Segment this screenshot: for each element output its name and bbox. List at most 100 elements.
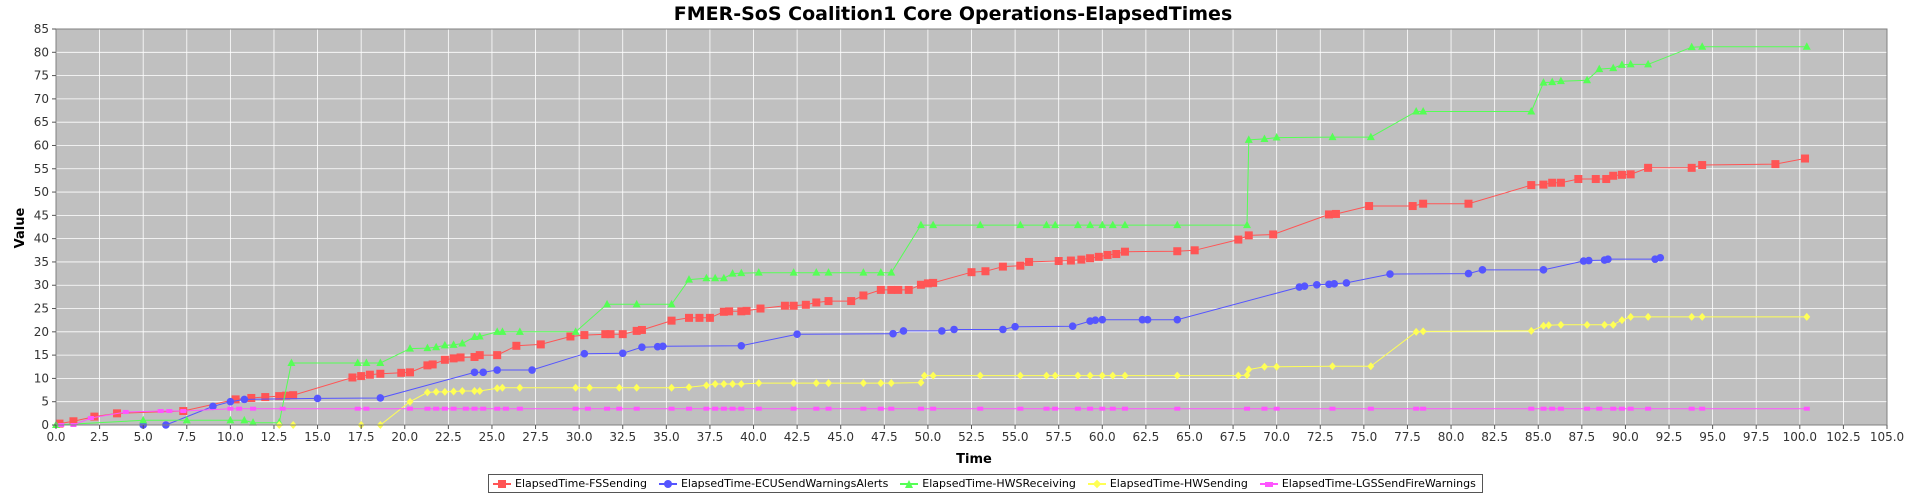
data-point: [1627, 406, 1634, 411]
data-point: [450, 387, 458, 396]
data-point: [1173, 371, 1181, 380]
data-point: [1644, 59, 1653, 68]
data-point: [702, 273, 711, 282]
data-point: [1548, 178, 1557, 187]
data-point: [737, 342, 746, 350]
data-point: [618, 349, 627, 358]
data-point: [1331, 209, 1340, 218]
x-tick-label: 95.0: [1699, 430, 1726, 444]
y-tick-label: 45: [34, 208, 49, 222]
data-point: [1365, 202, 1374, 211]
data-point: [279, 406, 286, 411]
data-point: [754, 268, 763, 276]
x-tick-label: 57.5: [1045, 430, 1072, 444]
data-point: [789, 268, 798, 276]
data-point: [825, 379, 833, 388]
x-tick-label: 25.0: [479, 430, 506, 444]
data-point: [1602, 175, 1611, 184]
x-tick-label: 35.0: [653, 430, 680, 444]
data-point: [705, 313, 714, 322]
data-point: [470, 368, 479, 377]
data-point: [247, 393, 256, 402]
data-point: [236, 406, 243, 411]
x-tick-label: 27.5: [522, 430, 549, 444]
data-point: [702, 381, 710, 390]
data-point: [711, 273, 720, 282]
x-tick-label: 10.0: [217, 430, 244, 444]
x-tick-label: 22.5: [435, 430, 462, 444]
data-point: [1626, 170, 1635, 179]
data-point: [363, 406, 370, 411]
data-point: [362, 358, 371, 367]
data-point: [603, 299, 612, 308]
data-point: [287, 358, 296, 367]
data-point: [498, 327, 507, 335]
data-point: [1644, 163, 1653, 172]
data-point: [397, 368, 406, 377]
data-point: [1698, 312, 1706, 321]
data-point: [668, 383, 676, 392]
data-point: [1260, 134, 1269, 142]
x-tick-label: 52.5: [958, 430, 985, 444]
data-point: [1539, 180, 1548, 189]
data-point: [1386, 270, 1394, 278]
data-point: [1138, 315, 1147, 324]
data-point: [1098, 315, 1107, 324]
data-point: [458, 386, 466, 395]
x-tick-label: 0.0: [46, 430, 65, 444]
legend-item: ElapsedTime-ECUSendWarningsAlerts: [658, 477, 888, 490]
data-point: [755, 406, 762, 411]
x-axis-label: Time: [956, 452, 992, 467]
data-point: [1342, 279, 1351, 287]
data-point: [1121, 371, 1129, 380]
data-point: [69, 417, 78, 426]
data-point: [1244, 135, 1253, 143]
x-tick-label: 85.0: [1525, 430, 1552, 444]
data-point: [493, 366, 501, 374]
x-tick-label: 90.0: [1612, 430, 1639, 444]
x-tick-label: 20.0: [391, 430, 418, 444]
series-ElapsedTime-FSSending: [55, 154, 1810, 428]
data-point: [1011, 322, 1019, 331]
data-point: [887, 268, 896, 276]
data-point: [632, 299, 641, 308]
data-point: [606, 330, 615, 339]
data-point: [376, 369, 385, 378]
data-point: [686, 406, 693, 411]
data-point: [789, 301, 798, 310]
y-tick-label: 10: [34, 371, 49, 385]
data-point: [756, 304, 765, 313]
data-point: [449, 340, 458, 348]
data-point: [1419, 327, 1427, 336]
data-point: [720, 406, 727, 411]
x-tick-label: 102.5: [1826, 430, 1860, 444]
data-point: [462, 406, 469, 411]
data-point: [1626, 59, 1635, 68]
data-point: [615, 383, 623, 392]
data-point: [441, 387, 449, 396]
x-tick-label: 7.5: [177, 430, 196, 444]
series-line: [55, 46, 1807, 426]
data-point: [1527, 326, 1535, 335]
series-layer: [52, 42, 1811, 429]
data-point: [1054, 257, 1063, 266]
data-point: [405, 344, 414, 352]
data-point: [1269, 230, 1278, 239]
y-tick-label: 30: [34, 278, 49, 292]
data-point: [719, 273, 728, 282]
data-point: [1328, 362, 1336, 371]
legend: ElapsedTime-FSSending ElapsedTime-ECUSend…: [488, 474, 1483, 493]
data-point: [999, 325, 1007, 334]
data-point: [354, 406, 361, 411]
data-point: [1243, 220, 1252, 229]
data-point: [1549, 406, 1556, 411]
x-tick-label: 40.0: [740, 430, 767, 444]
data-point: [1190, 246, 1199, 255]
data-point: [1234, 371, 1242, 380]
data-point: [1312, 280, 1321, 289]
data-point: [1548, 77, 1557, 86]
data-point: [231, 395, 240, 404]
data-point: [1121, 406, 1128, 411]
data-point: [1618, 406, 1625, 411]
data-point: [1591, 175, 1600, 184]
